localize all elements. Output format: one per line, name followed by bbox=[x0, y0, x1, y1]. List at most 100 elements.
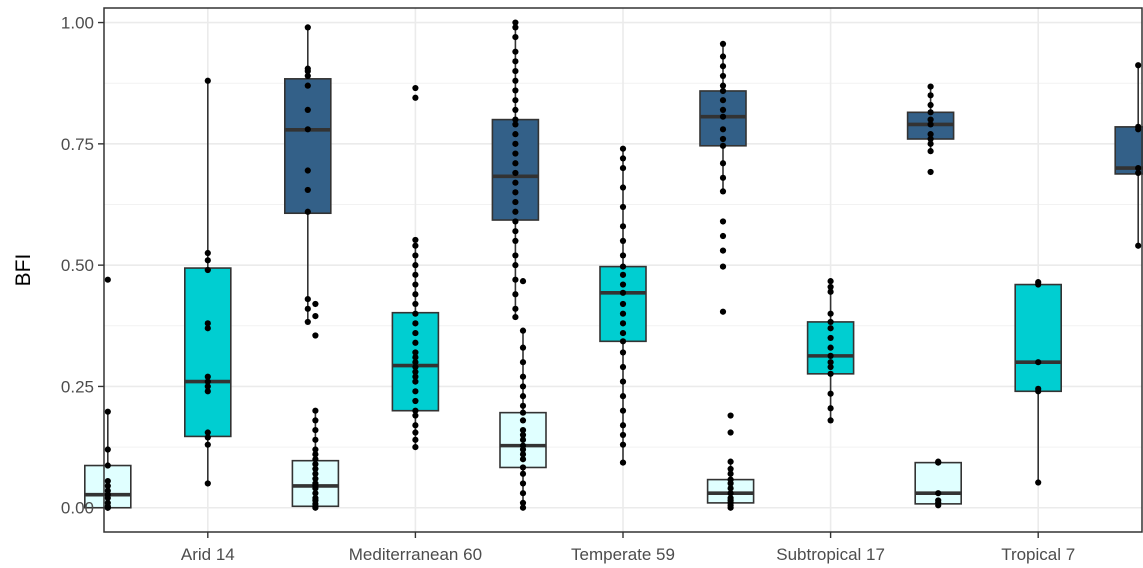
data-point bbox=[519, 504, 527, 511]
data-point bbox=[512, 228, 519, 235]
data-point bbox=[304, 305, 311, 312]
data-point bbox=[204, 378, 211, 385]
data-point bbox=[519, 344, 527, 351]
data-point bbox=[827, 334, 834, 342]
data-point bbox=[619, 289, 627, 296]
data-point bbox=[104, 446, 111, 453]
data-point bbox=[304, 65, 311, 72]
data-point bbox=[619, 165, 627, 172]
data-point bbox=[512, 169, 519, 177]
data-point bbox=[619, 252, 627, 259]
data-point bbox=[412, 422, 419, 429]
data-point bbox=[304, 72, 311, 80]
data-point bbox=[512, 313, 519, 321]
data-point bbox=[512, 48, 519, 55]
data-point bbox=[512, 121, 519, 128]
data-point bbox=[519, 451, 527, 458]
data-point bbox=[312, 446, 319, 453]
data-point bbox=[827, 278, 834, 285]
data-point bbox=[312, 470, 319, 477]
data-point bbox=[719, 247, 727, 254]
data-point bbox=[312, 312, 319, 320]
data-point bbox=[827, 352, 834, 359]
data-point bbox=[512, 150, 519, 157]
data-point bbox=[619, 271, 627, 278]
data-point bbox=[304, 186, 311, 194]
data-point bbox=[619, 338, 627, 345]
data-point bbox=[304, 167, 311, 174]
data-point bbox=[312, 427, 319, 434]
y-tick-label: 0.75 bbox=[61, 135, 94, 154]
data-point bbox=[512, 67, 519, 75]
data-point bbox=[519, 427, 527, 434]
data-point bbox=[104, 477, 111, 485]
data-point bbox=[519, 359, 527, 366]
data-point bbox=[927, 140, 934, 147]
data-point bbox=[412, 242, 419, 249]
data-point bbox=[727, 412, 734, 419]
data-point bbox=[204, 325, 211, 332]
box bbox=[184, 267, 232, 438]
data-point bbox=[619, 310, 627, 317]
data-point bbox=[619, 393, 627, 400]
data-point bbox=[312, 451, 319, 458]
data-point bbox=[519, 278, 527, 285]
data-point bbox=[1135, 242, 1142, 249]
data-point bbox=[312, 407, 319, 414]
data-point bbox=[412, 262, 419, 269]
data-point bbox=[412, 281, 419, 288]
data-point bbox=[519, 442, 527, 449]
data-point bbox=[519, 456, 527, 463]
data-point bbox=[412, 252, 419, 259]
data-point bbox=[719, 40, 727, 48]
data-point bbox=[927, 131, 934, 138]
data-point bbox=[412, 349, 419, 356]
data-point bbox=[412, 329, 419, 337]
data-point bbox=[727, 490, 734, 497]
data-point bbox=[827, 405, 834, 412]
data-point bbox=[412, 271, 419, 278]
data-point bbox=[204, 441, 211, 448]
data-point bbox=[512, 189, 519, 196]
data-point bbox=[512, 140, 519, 147]
data-point bbox=[727, 476, 734, 483]
data-point bbox=[927, 121, 934, 128]
data-point bbox=[619, 281, 627, 288]
data-point bbox=[519, 464, 527, 471]
data-point bbox=[519, 409, 527, 416]
x-tick-label: Subtropical 17 bbox=[776, 545, 885, 564]
data-point bbox=[512, 262, 519, 269]
data-point bbox=[519, 480, 527, 487]
data-point bbox=[104, 482, 111, 490]
data-point bbox=[619, 329, 627, 337]
data-point bbox=[304, 318, 311, 326]
data-point bbox=[619, 441, 627, 448]
data-point bbox=[1035, 479, 1042, 486]
data-point bbox=[719, 97, 727, 104]
data-point bbox=[519, 470, 527, 477]
data-point bbox=[827, 283, 834, 291]
data-point bbox=[312, 417, 319, 424]
data-point bbox=[412, 339, 419, 346]
data-point bbox=[727, 485, 734, 492]
data-point bbox=[412, 354, 419, 361]
data-point bbox=[935, 458, 942, 465]
data-point bbox=[727, 429, 734, 436]
data-point bbox=[827, 363, 834, 371]
data-point bbox=[512, 87, 519, 94]
data-point bbox=[512, 252, 519, 259]
data-point bbox=[412, 436, 419, 443]
data-point bbox=[827, 288, 834, 295]
data-point bbox=[412, 359, 419, 366]
x-tick-label: Temperate 59 bbox=[571, 545, 675, 564]
data-point bbox=[512, 237, 519, 244]
data-point bbox=[827, 417, 834, 424]
data-point bbox=[619, 263, 627, 270]
data-point bbox=[619, 349, 627, 356]
data-point bbox=[412, 378, 419, 385]
data-point bbox=[719, 174, 727, 181]
data-point bbox=[312, 494, 319, 502]
data-point bbox=[512, 58, 519, 65]
data-point bbox=[827, 359, 834, 366]
